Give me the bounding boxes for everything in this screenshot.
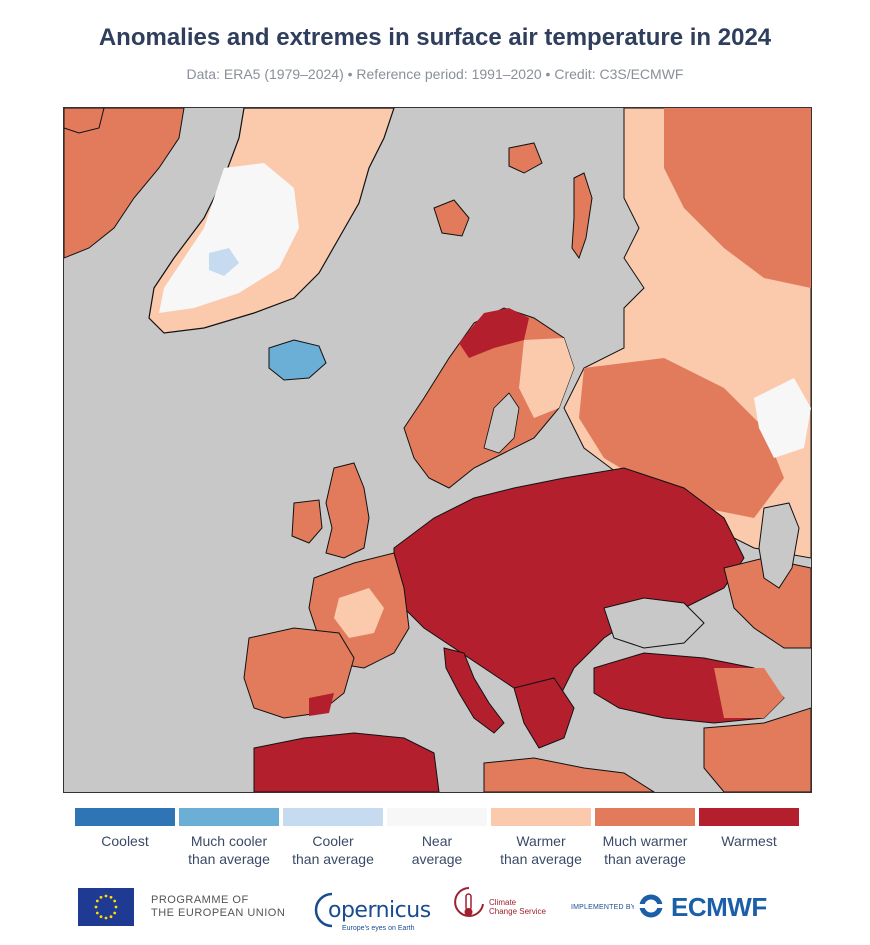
- finland-warmer: [519, 338, 574, 418]
- balkans-greece: [513, 677, 575, 749]
- legend-label-cooler: Cooler than average: [292, 833, 374, 867]
- north-africa: [253, 732, 440, 792]
- baltic-sea: [483, 392, 520, 454]
- ecmwf-name: ECMWF: [671, 892, 767, 922]
- legend-item-much-warmer: Much warmer than average: [595, 808, 695, 868]
- c3s-logo: Climate Change Service: [453, 886, 553, 930]
- legend-swatch-near: [387, 808, 487, 826]
- footer-logos: PROGRAMME OF THE EUROPEAN UNION opernicu…: [0, 880, 870, 940]
- legend-item-warmer: Warmer than average: [491, 808, 591, 868]
- copernicus-tagline: Europe's eyes on Earth: [342, 925, 415, 932]
- iceland: [268, 339, 327, 381]
- legend-label-coolest: Coolest: [101, 833, 149, 849]
- legend-label-warmer: Warmer than average: [500, 833, 582, 867]
- middle-east: [703, 707, 811, 792]
- novaya-zemlya: [571, 172, 593, 260]
- france-warmer-patch: [334, 588, 384, 638]
- caspian-sea: [758, 502, 800, 589]
- legend-label-much-warmer: Much warmer than average: [602, 833, 688, 867]
- svalbard-north: [508, 142, 543, 174]
- legend-label-much-cooler: Much cooler than average: [188, 833, 270, 867]
- legend-item-cooler: Cooler than average: [283, 808, 383, 868]
- north-africa-east: [483, 757, 655, 792]
- chart-subtitle: Data: ERA5 (1979–2024) • Reference perio…: [186, 66, 684, 82]
- eu-stars-icon: [94, 894, 118, 920]
- legend-label-near: Near average: [411, 833, 463, 867]
- ecmwf-logo-icon: [634, 893, 668, 919]
- arctic-canada-region: [64, 108, 185, 259]
- map-svg: [64, 108, 811, 792]
- great-britain: [325, 462, 370, 559]
- c3s-text: Climate Change Service: [489, 898, 546, 916]
- legend: Coolest Much cooler than average Cooler …: [75, 808, 799, 878]
- italy: [443, 647, 505, 734]
- legend-swatch-warmer: [491, 808, 591, 826]
- greenland-ice-sheet: [159, 163, 299, 313]
- greenland-cooler-patch: [209, 248, 239, 276]
- baffin-region: [64, 108, 105, 134]
- c3s-thermometer-icon: [454, 887, 484, 917]
- copernicus-c-icon: [314, 892, 333, 928]
- legend-swatch-cooler: [283, 808, 383, 826]
- copernicus-name: opernicus: [328, 898, 431, 923]
- iberia-warmest-patch: [309, 693, 334, 716]
- eu-flag-icon: [78, 888, 134, 926]
- black-sea: [603, 597, 705, 649]
- legend-swatch-coolest: [75, 808, 175, 826]
- legend-item-warmest: Warmest: [699, 808, 799, 850]
- copernicus-logo: opernicus Europe's eyes on Earth: [312, 888, 431, 932]
- legend-item-near: Near average: [387, 808, 487, 868]
- eu-programme-text: PROGRAMME OF THE EUROPEAN UNION: [151, 894, 286, 919]
- legend-swatch-much-warmer: [595, 808, 695, 826]
- legend-item-much-cooler: Much cooler than average: [179, 808, 279, 868]
- svalbard: [433, 199, 470, 237]
- legend-swatch-much-cooler: [179, 808, 279, 826]
- legend-item-coolest: Coolest: [75, 808, 175, 850]
- implemented-by-text: IMPLEMENTED BY: [571, 904, 636, 911]
- legend-label-warmest: Warmest: [721, 833, 777, 849]
- russia-north-warm: [664, 108, 811, 288]
- turkey-east-warm: [714, 668, 784, 718]
- ireland: [291, 499, 323, 544]
- russia-central-warm: [579, 358, 784, 518]
- russia-near-average: [754, 378, 811, 458]
- temperature-anomaly-map: [63, 107, 812, 793]
- legend-swatch-warmest: [699, 808, 799, 826]
- scandinavia-north-warmest: [459, 308, 529, 358]
- chart-title: Anomalies and extremes in surface air te…: [98, 24, 772, 51]
